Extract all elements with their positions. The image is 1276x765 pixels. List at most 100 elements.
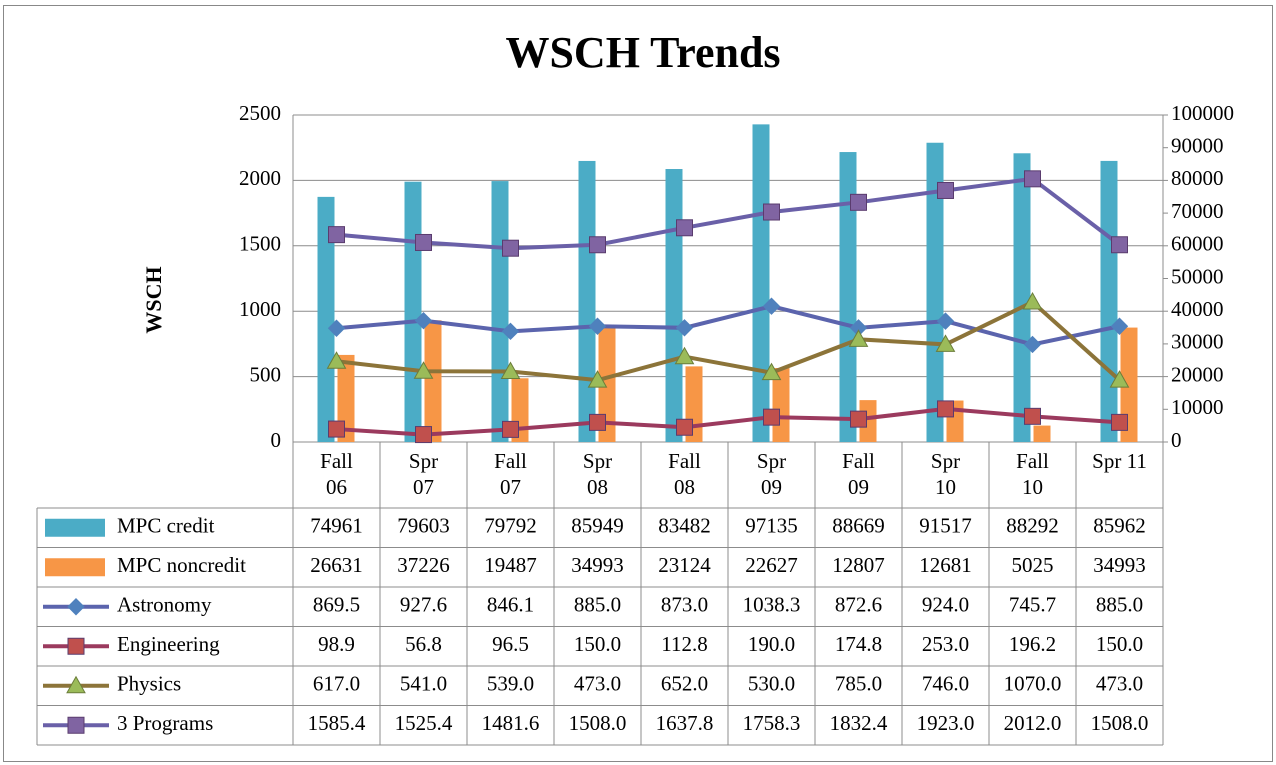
legend-label: Engineering	[117, 632, 220, 656]
line-marker	[1023, 335, 1042, 354]
y2-tick-label: 80000	[1171, 166, 1224, 190]
y2-tick-label: 60000	[1171, 232, 1224, 256]
table-value: 37226	[397, 553, 450, 577]
y2-tick-label: 10000	[1171, 395, 1224, 419]
line-marker	[328, 420, 345, 438]
table-value: 23124	[658, 553, 711, 577]
y2-tick-label: 20000	[1171, 362, 1224, 386]
bar	[839, 152, 857, 442]
table-value: 1481.6	[482, 711, 540, 735]
table-value: 745.7	[1009, 593, 1056, 617]
line	[336, 304, 1120, 347]
table-value: 1585.4	[308, 711, 366, 735]
y-tick-label: 0	[271, 428, 282, 452]
line-marker	[676, 219, 693, 237]
bar	[859, 400, 877, 442]
y2-tick-label: 90000	[1171, 134, 1224, 158]
x-tick-label: Spr 09	[756, 449, 787, 499]
x-tick-label: Fall 06	[320, 449, 353, 499]
line-marker	[1111, 236, 1128, 254]
bar	[1120, 327, 1138, 442]
table-value: 541.0	[400, 672, 447, 696]
line-marker	[1110, 317, 1129, 335]
table-value: 12681	[919, 553, 972, 577]
line-marker	[763, 203, 780, 221]
line-marker	[848, 329, 869, 347]
table-value: 873.0	[661, 593, 708, 617]
table-value: 1038.3	[743, 593, 801, 617]
table-value: 97135	[745, 514, 798, 538]
line-marker	[763, 408, 780, 426]
bar	[337, 354, 355, 442]
line-marker	[328, 226, 345, 244]
bar	[424, 320, 442, 442]
table-value: 150.0	[574, 632, 621, 656]
table-value: 924.0	[922, 593, 969, 617]
x-tick-label: Fall 10	[1016, 449, 1049, 499]
legend-label: MPC credit	[117, 514, 215, 538]
line-marker	[1022, 292, 1043, 310]
table-value: 91517	[919, 514, 972, 538]
bar	[665, 169, 683, 442]
table-value: 1508.0	[1091, 711, 1149, 735]
table-value: 19487	[484, 553, 537, 577]
x-tick-label: Spr 07	[408, 449, 439, 499]
line-marker	[935, 334, 956, 352]
x-tick-label: Fall 09	[842, 449, 875, 499]
bar	[598, 327, 616, 442]
table-value: 253.0	[922, 632, 969, 656]
table-value: 1508.0	[569, 711, 627, 735]
legend-marker	[66, 675, 86, 694]
x-tick-label: Fall 07	[494, 449, 527, 499]
table-value: 190.0	[748, 632, 795, 656]
y-tick-label: 2500	[239, 101, 281, 125]
legend-label: MPC noncredit	[117, 553, 246, 577]
line-marker	[676, 418, 693, 436]
y-axis-title: WSCH	[141, 266, 166, 333]
table-value: 846.1	[487, 593, 534, 617]
table-value: 26631	[310, 553, 363, 577]
legend-key	[45, 518, 105, 537]
line-marker	[937, 181, 954, 199]
line-marker	[936, 312, 955, 330]
line-marker	[1024, 170, 1041, 188]
line-marker	[415, 426, 432, 444]
table-value: 927.6	[400, 593, 447, 617]
table-value: 869.5	[313, 593, 360, 617]
table-value: 1525.4	[395, 711, 453, 735]
y2-tick-label: 30000	[1171, 330, 1224, 354]
y-tick-label: 500	[250, 362, 282, 386]
table-value: 1637.8	[656, 711, 714, 735]
bar	[491, 181, 509, 443]
table-value: 56.8	[405, 632, 442, 656]
table-value: 1923.0	[917, 711, 975, 735]
table-value: 1070.0	[1004, 672, 1062, 696]
table-value: 746.0	[922, 672, 969, 696]
table-value: 98.9	[318, 632, 355, 656]
table-value: 79603	[397, 514, 450, 538]
table-value: 22627	[745, 553, 798, 577]
table-value: 88292	[1006, 514, 1059, 538]
y-tick-label: 1500	[239, 232, 281, 256]
line-marker	[500, 361, 521, 379]
line-marker	[501, 322, 520, 341]
line-marker	[415, 233, 432, 251]
line-marker	[413, 361, 434, 379]
table-value: 150.0	[1096, 632, 1143, 656]
table-value: 617.0	[313, 672, 360, 696]
line-marker	[502, 239, 519, 257]
table-value: 79792	[484, 514, 537, 538]
line-marker	[1109, 370, 1130, 388]
line-marker	[850, 193, 867, 211]
legend-marker	[67, 598, 85, 616]
line-marker	[1111, 413, 1128, 431]
line	[336, 299, 1121, 383]
x-tick-label: Spr 10	[930, 449, 961, 499]
table-value: 2012.0	[1004, 711, 1062, 735]
line-marker	[502, 420, 519, 438]
line-marker	[589, 413, 606, 431]
y2-tick-label: 100000	[1171, 101, 1234, 125]
table-value: 74961	[310, 514, 363, 538]
